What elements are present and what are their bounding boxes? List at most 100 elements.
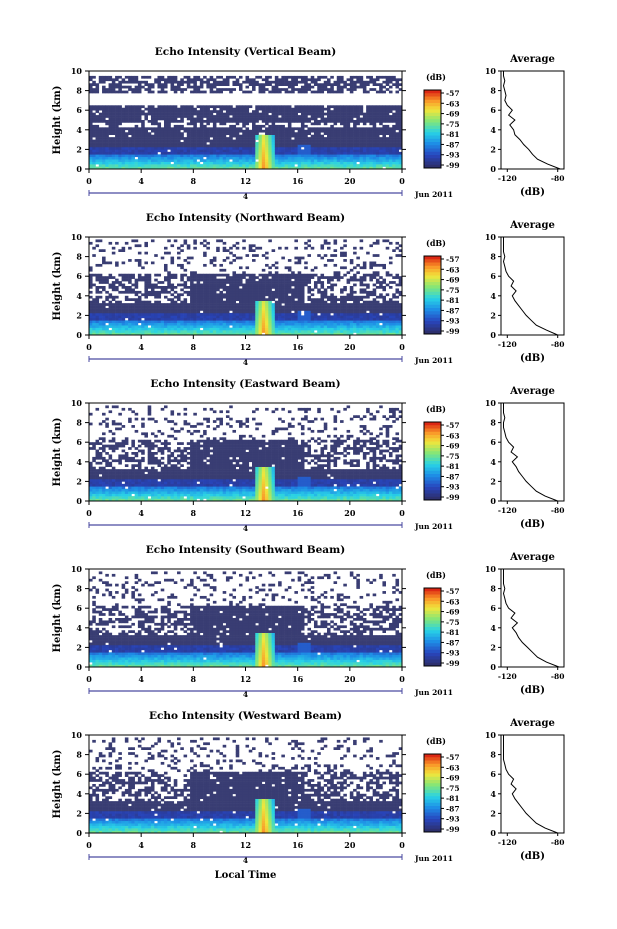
- heatmap-cell: [307, 288, 312, 292]
- heatmap-cell: [274, 164, 279, 167]
- heatmap-cell: [307, 254, 312, 257]
- heatmap-cell: [248, 166, 253, 170]
- heatmap-cell: [366, 295, 370, 299]
- heatmap-cell: [372, 166, 377, 170]
- heatmap-cell: [154, 154, 158, 158]
- heatmap-cell: [375, 312, 380, 316]
- heatmap-cell: [353, 327, 357, 331]
- heatmap-cell: [105, 276, 109, 279]
- heatmap-cell: [186, 156, 191, 160]
- heatmap-cell: [313, 105, 318, 109]
- heatmap-cell: [375, 273, 380, 277]
- heatmap-cell: [356, 134, 360, 138]
- heatmap-cell: [163, 320, 168, 324]
- heatmap-cell: [163, 164, 168, 167]
- heatmap-cell: [300, 151, 305, 155]
- heatmap-cell: [102, 325, 106, 328]
- heatmap-cell: [177, 256, 181, 260]
- heatmap-cell: [163, 107, 168, 111]
- heatmap-cell: [323, 151, 328, 155]
- heatmap-cell: [304, 303, 308, 306]
- heatmap-cell: [252, 332, 256, 336]
- heatmap-cell: [92, 273, 96, 277]
- heatmap-cell: [255, 151, 259, 155]
- heatmap-cell: [353, 305, 357, 309]
- heatmap-cell: [392, 166, 396, 170]
- colorbar-tick-label: -57: [446, 89, 460, 98]
- heatmap-cell: [137, 156, 142, 160]
- heatmap-cell: [183, 144, 188, 148]
- heatmap-cell: [163, 129, 168, 133]
- heatmap-cell: [190, 293, 194, 297]
- heatmap-cell: [366, 139, 370, 143]
- heatmap-cell: [144, 137, 148, 140]
- heatmap-cell: [173, 78, 178, 82]
- heatmap-cell: [212, 137, 217, 140]
- heatmap-cell: [291, 164, 295, 167]
- heatmap-cell: [92, 330, 96, 333]
- heatmap-cell: [219, 166, 223, 170]
- heatmap-cell: [307, 303, 312, 306]
- heatmap-cell: [327, 139, 331, 143]
- heatmap-cell: [160, 90, 165, 94]
- heatmap-cell: [121, 142, 126, 145]
- heatmap-cell: [134, 327, 139, 331]
- heatmap-cell: [271, 295, 276, 299]
- panel-title: Echo Intensity (Vertical Beam): [155, 46, 336, 58]
- x-tick-label: 0: [399, 176, 405, 186]
- heatmap-cell: [346, 105, 351, 109]
- heatmap-cell: [343, 159, 347, 162]
- heatmap-cell: [336, 78, 341, 82]
- heatmap-cell: [313, 151, 318, 155]
- heatmap-cell: [160, 83, 165, 86]
- heatmap-cell: [317, 137, 321, 140]
- heatmap-cell: [362, 273, 367, 277]
- heatmap-cell: [297, 310, 302, 314]
- heatmap-cell: [163, 122, 168, 126]
- heatmap-cell: [369, 105, 373, 109]
- heatmap-cell: [379, 151, 383, 155]
- heatmap-cell: [261, 281, 266, 284]
- heatmap-cell: [284, 90, 289, 94]
- panel-2: Echo Intensity (Northward Beam)0246810He…: [52, 212, 565, 367]
- heatmap-cell: [385, 107, 390, 111]
- heatmap-cell: [134, 107, 139, 111]
- heatmap-cell: [372, 146, 377, 150]
- heatmap-cell: [105, 325, 109, 328]
- heatmap-cell: [304, 305, 308, 309]
- heatmap-cell: [343, 124, 347, 128]
- heatmap-cell: [353, 246, 357, 250]
- heatmap-cell: [160, 290, 165, 294]
- heatmap-cell: [150, 288, 155, 292]
- heatmap-cell: [124, 161, 129, 165]
- heatmap-cell: [375, 134, 380, 138]
- heatmap-cell: [163, 134, 168, 138]
- heatmap-cell: [356, 308, 360, 311]
- heatmap-cell: [307, 78, 312, 82]
- heatmap-cell: [95, 239, 100, 243]
- heatmap-cell: [242, 142, 246, 145]
- heatmap-cell: [317, 320, 321, 324]
- heatmap-cell: [160, 281, 165, 284]
- heatmap-cell: [294, 80, 298, 84]
- heatmap-cell: [232, 281, 237, 284]
- heatmap-cell: [336, 332, 341, 336]
- heatmap-cell: [203, 281, 207, 284]
- heatmap-cell: [206, 127, 210, 131]
- heatmap-cell: [232, 320, 237, 324]
- heatmap-cell: [128, 127, 132, 131]
- heatmap-cell: [375, 112, 380, 116]
- heatmap-cell: [206, 110, 210, 113]
- heatmap-cell: [359, 295, 364, 299]
- heatmap-cell: [196, 300, 201, 304]
- heatmap-cell: [278, 325, 282, 328]
- heatmap-cell: [212, 159, 217, 162]
- heatmap-cell: [274, 300, 279, 304]
- heatmap-cell: [206, 332, 210, 336]
- heatmap-cell: [235, 112, 240, 116]
- heatmap-cell: [157, 137, 162, 140]
- heatmap-cell: [356, 122, 360, 126]
- heatmap-cell: [294, 107, 298, 111]
- heatmap-cell: [229, 332, 233, 336]
- heatmap-cell: [252, 132, 256, 135]
